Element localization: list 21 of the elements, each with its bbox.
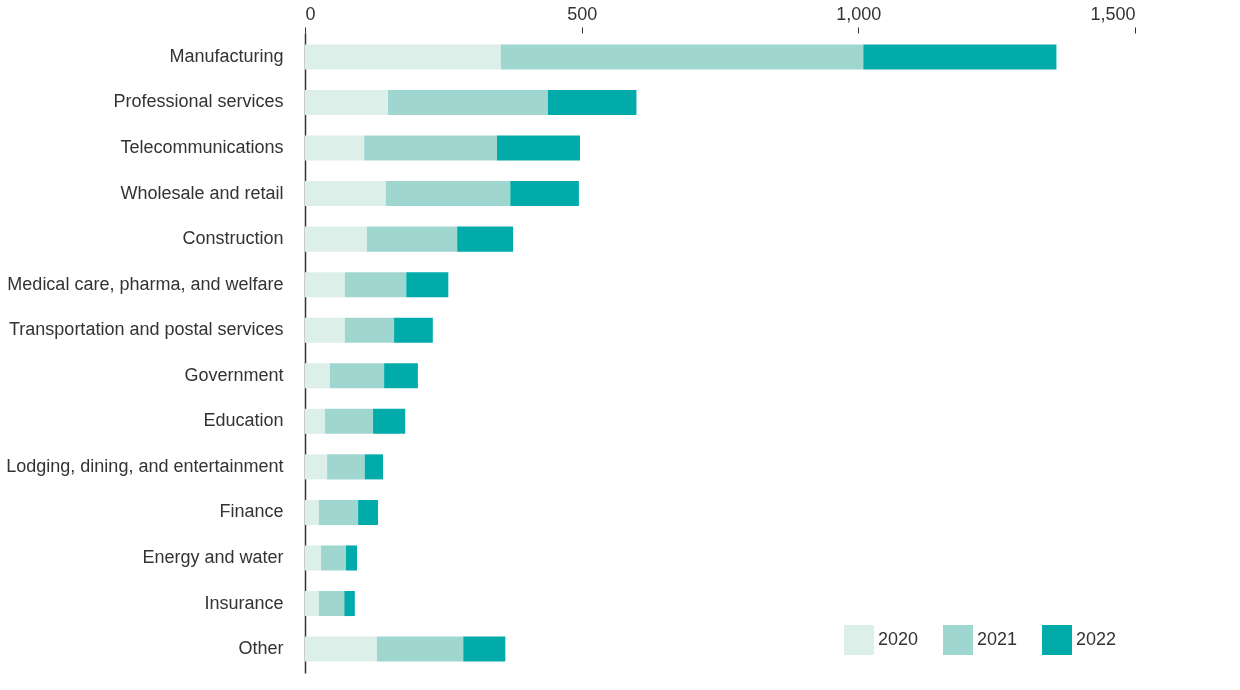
x-tick-label: 0 [305,3,316,24]
y-tick-label: Insurance [204,592,284,613]
legend-label: 2020 [878,629,919,649]
x-tick-label: 1,000 [836,3,882,24]
y-tick-label: Telecommunications [120,137,284,158]
y-tick-label: Education [203,410,284,431]
y-tick-label: Other [238,638,284,659]
legend-label: 2022 [1076,629,1117,649]
y-tick-label: Lodging, dining, and entertainment [6,455,284,476]
y-tick-label: Manufacturing [169,45,284,66]
x-tick-label: 500 [567,3,598,24]
y-tick-label: Medical care, pharma, and welfare [7,273,284,294]
y-tick-label: Transportation and postal services [9,319,284,340]
y-tick-label: Government [184,364,284,385]
y-tick-label: Energy and water [142,546,284,567]
x-tick-label: 1,500 [1090,3,1136,24]
y-tick-label: Finance [219,501,284,522]
y-tick-label: Wholesale and retail [120,182,284,203]
y-tick-label: Construction [182,228,284,249]
legend-label: 2021 [977,629,1018,649]
y-tick-label: Professional services [113,91,284,112]
